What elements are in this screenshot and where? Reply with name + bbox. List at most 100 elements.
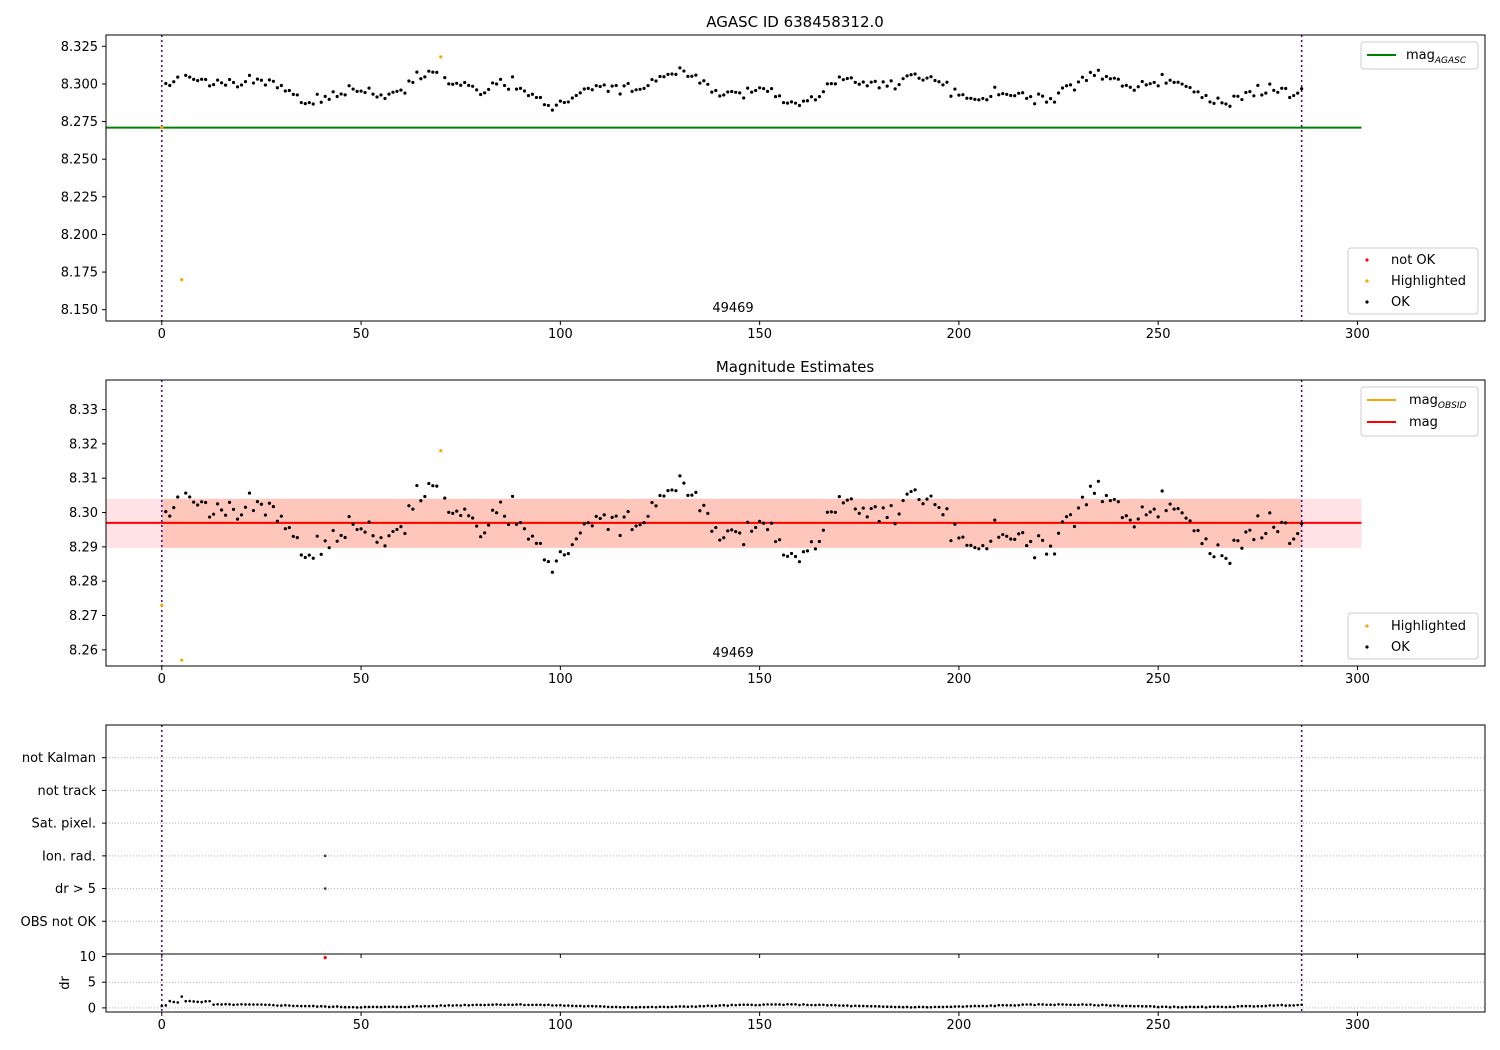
panel-title: AGASC ID 638458312.0 xyxy=(706,13,884,31)
ok-point xyxy=(347,84,351,88)
ok-point xyxy=(1092,491,1097,495)
dr-point xyxy=(814,1003,817,1007)
ok-point xyxy=(407,504,411,508)
ok-point xyxy=(949,539,953,543)
dr-point xyxy=(718,1004,722,1007)
dr-point xyxy=(475,1003,478,1007)
ok-point xyxy=(303,555,307,560)
dr-point xyxy=(1288,1004,1292,1007)
ok-point xyxy=(682,481,686,485)
ok-point xyxy=(335,539,339,543)
dr-point xyxy=(1256,1004,1260,1008)
dr-point xyxy=(260,1003,263,1006)
ok-point xyxy=(319,100,323,104)
ok-point xyxy=(200,77,204,81)
ok-point xyxy=(582,87,586,91)
ok-point xyxy=(1164,509,1168,513)
ok-point xyxy=(387,534,391,538)
dr-point xyxy=(726,1004,730,1007)
ok-point xyxy=(781,553,786,557)
ok-point xyxy=(1001,532,1005,537)
dr-point xyxy=(224,1002,227,1006)
ok-point xyxy=(1288,541,1292,546)
ok-point xyxy=(235,85,240,89)
dr-point xyxy=(252,1003,255,1006)
ok-point xyxy=(993,85,997,89)
ok-point xyxy=(1256,514,1260,518)
ok-point xyxy=(1236,539,1240,543)
dr-point xyxy=(1296,1003,1299,1007)
ok-point xyxy=(1248,528,1252,532)
dr-point xyxy=(204,1000,207,1003)
ok-point xyxy=(367,520,371,524)
ok-point xyxy=(427,481,431,486)
ok-point xyxy=(730,89,734,94)
x-tick-label: 200 xyxy=(946,1018,971,1033)
dr-point xyxy=(256,1003,259,1006)
flag-point xyxy=(323,887,327,890)
ok-point xyxy=(1196,528,1200,533)
dr-point xyxy=(192,1000,195,1003)
dr-point xyxy=(957,1005,961,1008)
ok-point xyxy=(423,75,427,79)
dr-point xyxy=(303,1004,307,1008)
ok-point xyxy=(339,533,343,538)
svg-text:magOBSID: magOBSID xyxy=(1409,393,1467,411)
ok-point xyxy=(857,511,861,515)
dr-point xyxy=(184,999,188,1003)
x-tick-label: 50 xyxy=(353,672,370,687)
dr-point xyxy=(666,1005,670,1009)
ok-point xyxy=(431,70,435,74)
ok-point xyxy=(435,484,439,488)
ok-point xyxy=(1052,100,1057,104)
dr-point xyxy=(1001,1003,1005,1007)
legend-lines: magAGASC xyxy=(1360,41,1479,70)
ok-point xyxy=(590,524,594,528)
ok-point xyxy=(829,510,833,514)
ok-point xyxy=(263,513,268,517)
ok-point xyxy=(168,514,172,518)
dr-point xyxy=(1248,1004,1252,1008)
dr-point xyxy=(180,995,184,998)
dr-point xyxy=(387,1005,391,1009)
dr-point xyxy=(682,1005,686,1008)
ok-point xyxy=(602,83,606,87)
ok-point xyxy=(1025,543,1029,548)
ok-point xyxy=(734,90,738,94)
ok-point xyxy=(710,90,714,94)
ok-point xyxy=(1184,516,1188,520)
legend-label: OK xyxy=(1391,295,1410,310)
dr-point xyxy=(507,1003,510,1006)
ok-point xyxy=(1244,90,1248,95)
obs-label: 49469 xyxy=(712,646,753,661)
ok-point xyxy=(634,524,638,528)
dr-point xyxy=(1184,1005,1188,1009)
dr-point xyxy=(921,1005,925,1009)
ok-point xyxy=(291,534,295,538)
ok-point xyxy=(227,500,232,504)
ok-point xyxy=(929,494,933,498)
dr-point xyxy=(527,1003,530,1007)
dr-point xyxy=(200,1000,203,1004)
dr-point xyxy=(826,1004,829,1007)
dr-point xyxy=(1017,1003,1020,1007)
obs-label: 49469 xyxy=(712,301,753,316)
ok-point xyxy=(913,488,917,492)
plot-frame xyxy=(105,379,1486,667)
y-tick-label: 8.225 xyxy=(61,190,98,205)
ok-point xyxy=(1280,86,1284,90)
dr-point xyxy=(698,1004,702,1008)
ok-point xyxy=(666,489,670,493)
dr-point xyxy=(1228,1005,1232,1009)
ok-point xyxy=(415,483,419,488)
ok-point xyxy=(773,539,778,544)
ok-point xyxy=(1033,102,1037,106)
ok-point xyxy=(530,92,535,96)
ok-point xyxy=(1068,513,1073,517)
dr-point xyxy=(849,1004,853,1008)
dr-point xyxy=(1089,1003,1092,1006)
ok-point xyxy=(570,96,574,100)
ok-point xyxy=(184,73,188,77)
ok-point xyxy=(1152,80,1156,85)
ok-point xyxy=(742,96,746,100)
